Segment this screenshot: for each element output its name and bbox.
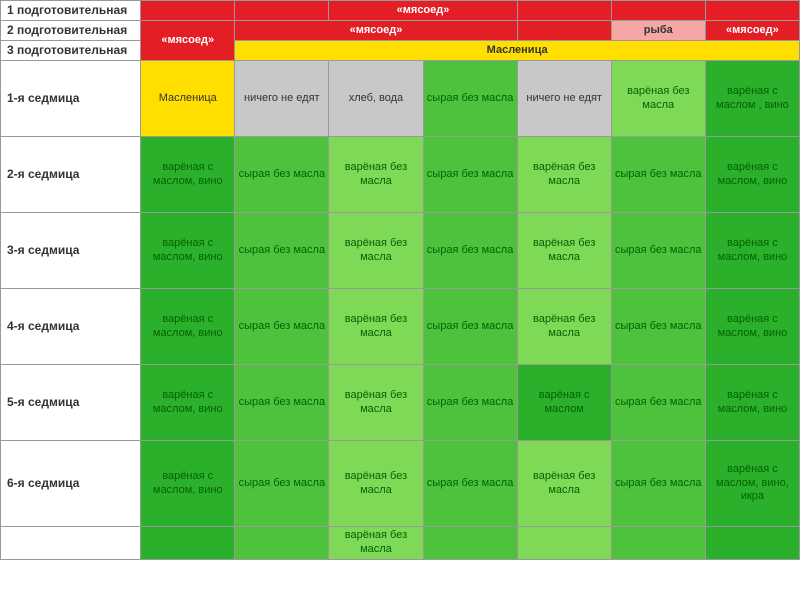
cell: сырая без масла bbox=[423, 61, 517, 137]
cell: варёная без масла bbox=[517, 213, 611, 289]
row-label-w3: 3-я седмица bbox=[1, 213, 141, 289]
cell: сырая без масла bbox=[611, 137, 705, 213]
cell bbox=[517, 527, 611, 560]
cell bbox=[705, 527, 799, 560]
cell: варёная с маслом, вино bbox=[141, 365, 235, 441]
cell bbox=[141, 527, 235, 560]
hdr-cell-myasoed: «мясоед» bbox=[705, 21, 799, 41]
cell: варёная с маслом, вино bbox=[705, 213, 799, 289]
cell: варёная без масла bbox=[329, 137, 423, 213]
cell: сырая без масла bbox=[235, 441, 329, 527]
cell: сырая без масла bbox=[235, 213, 329, 289]
cell: варёная с маслом bbox=[517, 365, 611, 441]
cell bbox=[611, 527, 705, 560]
hdr-cell-myasoed: «мясоед» bbox=[329, 1, 517, 21]
cell: варёная без масла bbox=[517, 137, 611, 213]
hdr-cell-myasoed: «мясоед» bbox=[235, 21, 517, 41]
cell: варёная без масла bbox=[517, 289, 611, 365]
hdr-cell bbox=[235, 1, 329, 21]
cell: варёная с маслом, вино, икра bbox=[705, 441, 799, 527]
row-label-w5: 5-я седмица bbox=[1, 365, 141, 441]
hdr-cell bbox=[517, 1, 611, 21]
cell: варёная без масла bbox=[329, 289, 423, 365]
cell: сырая без масла bbox=[235, 289, 329, 365]
row-label-w4: 4-я седмица bbox=[1, 289, 141, 365]
row-label-w6: 6-я седмица bbox=[1, 441, 141, 527]
cell: варёная без масла bbox=[517, 441, 611, 527]
cell: варёная с маслом , вино bbox=[705, 61, 799, 137]
hdr-cell-maslenitsa: Масленица bbox=[235, 41, 800, 61]
row-label-w2: 2-я седмица bbox=[1, 137, 141, 213]
cell: варёная с маслом, вино bbox=[141, 289, 235, 365]
hdr-cell-myasoed: «мясоед» bbox=[141, 21, 235, 61]
cell: варёная с маслом, вино bbox=[705, 289, 799, 365]
cell: ничего не едят bbox=[235, 61, 329, 137]
cell: варёная без масла bbox=[329, 365, 423, 441]
cell: сырая без масла bbox=[611, 289, 705, 365]
cell: варёная с маслом, вино bbox=[705, 365, 799, 441]
cell: варёная с маслом, вино bbox=[141, 137, 235, 213]
cell: сырая без масла bbox=[423, 441, 517, 527]
hdr-cell bbox=[141, 1, 235, 21]
hdr-cell bbox=[705, 1, 799, 21]
cell: хлеб, вода bbox=[329, 61, 423, 137]
cell: варёная с маслом, вино bbox=[141, 441, 235, 527]
fasting-calendar-table: 1 подготовительная «мясоед» 2 подготовит… bbox=[0, 0, 800, 560]
row-label-prep2: 2 подготовительная bbox=[1, 21, 141, 41]
row-label-prep1: 1 подготовительная bbox=[1, 1, 141, 21]
row-label-prep3: 3 подготовительная bbox=[1, 41, 141, 61]
cell: варёная без масла bbox=[611, 61, 705, 137]
cell: сырая без масла bbox=[423, 365, 517, 441]
cell: сырая без масла bbox=[611, 365, 705, 441]
cell bbox=[235, 527, 329, 560]
row-label-cut bbox=[1, 527, 141, 560]
cell: сырая без масла bbox=[423, 213, 517, 289]
cell: Масленица bbox=[141, 61, 235, 137]
cell: ничего не едят bbox=[517, 61, 611, 137]
hdr-cell bbox=[611, 1, 705, 21]
cell: варёная без масла bbox=[329, 441, 423, 527]
cell: варёная без масла bbox=[329, 527, 423, 560]
cell bbox=[423, 527, 517, 560]
cell: сырая без масла bbox=[423, 289, 517, 365]
cell: сырая без масла bbox=[235, 365, 329, 441]
hdr-cell bbox=[517, 21, 611, 41]
cell: сырая без масла bbox=[235, 137, 329, 213]
cell: сырая без масла bbox=[611, 213, 705, 289]
cell: сырая без масла bbox=[611, 441, 705, 527]
cell: варёная с маслом, вино bbox=[141, 213, 235, 289]
cell: варёная с маслом, вино bbox=[705, 137, 799, 213]
hdr-cell-ryba: рыба bbox=[611, 21, 705, 41]
row-label-w1: 1-я седмица bbox=[1, 61, 141, 137]
cell: сырая без масла bbox=[423, 137, 517, 213]
cell: варёная без масла bbox=[329, 213, 423, 289]
